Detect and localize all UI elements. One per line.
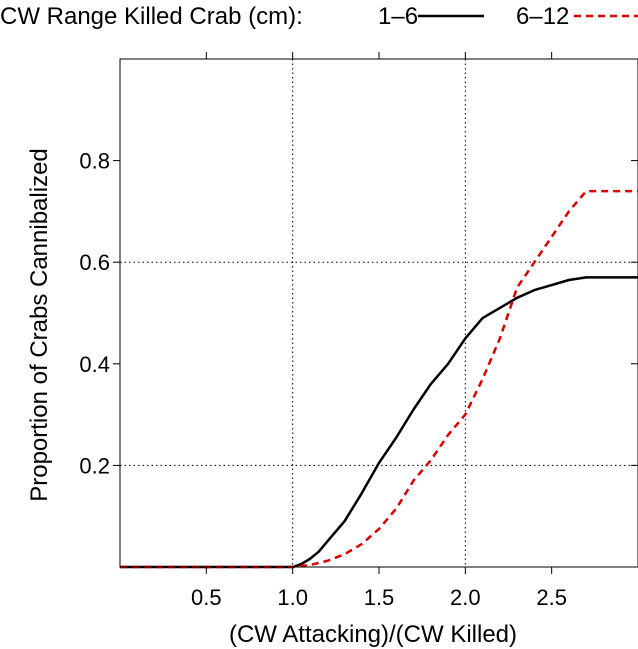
x-tick-label-1.5: 1.5 xyxy=(364,585,395,610)
series-line-1-6 xyxy=(120,276,638,569)
y-tick-label-0.4: 0.4 xyxy=(79,352,110,377)
series-lines xyxy=(120,189,638,569)
series-line-6-12 xyxy=(120,189,638,569)
x-tick-label-2: 2.0 xyxy=(450,585,481,610)
x-tick-label-2.5: 2.5 xyxy=(536,585,567,610)
legend-label-1-6: 1–6 xyxy=(378,3,418,30)
legend: CW Range Killed Crab (cm): 1–6 6–12 xyxy=(0,3,638,30)
axis-ticks: 0.5 1.0 1.5 2.0 2.5 0.2 0.4 0.6 0.8 xyxy=(79,52,638,610)
y-tick-label-0.2: 0.2 xyxy=(79,453,110,478)
legend-label-6-12: 6–12 xyxy=(516,3,569,30)
y-tick-label-0.8: 0.8 xyxy=(79,149,110,174)
x-tick-label-1: 1.0 xyxy=(277,585,308,610)
x-axis-label: (CW Attacking)/(CW Killed) xyxy=(229,621,517,648)
plot-frame xyxy=(119,58,638,568)
grid-lines xyxy=(120,59,638,567)
legend-title: CW Range Killed Crab (cm): xyxy=(0,3,303,30)
y-tick-label-0.6: 0.6 xyxy=(79,250,110,275)
x-tick-label-0.5: 0.5 xyxy=(191,585,222,610)
y-axis-label: Proportion of Crabs Cannibalized xyxy=(26,148,53,502)
